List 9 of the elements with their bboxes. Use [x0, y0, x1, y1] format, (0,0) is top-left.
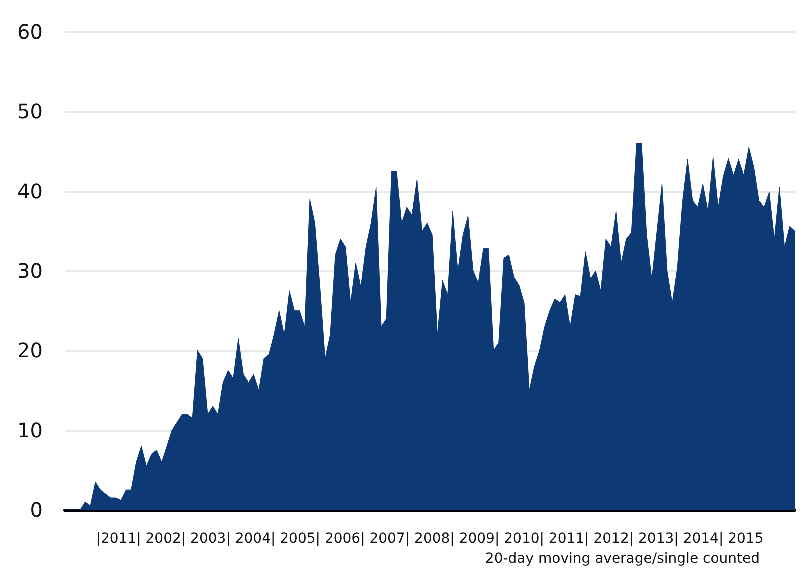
y-tick-label: 10 [18, 418, 43, 442]
y-tick-label: 20 [18, 338, 43, 363]
x-axis-title: |2011| 2002| 2003| 2004| 2005| 2006| 2007| 2008| 2009| 2010| 2011| 2012| 2013| 2014| 2015 [96, 531, 764, 547]
y-tick-label: 0 [30, 498, 43, 522]
y-tick-label: 30 [18, 259, 43, 283]
y-tick-label: 40 [18, 179, 43, 204]
text: 20-day moving average/single counted [485, 551, 760, 567]
y-tick-label: 60 [18, 20, 43, 44]
y-tick-label: 50 [18, 100, 43, 124]
